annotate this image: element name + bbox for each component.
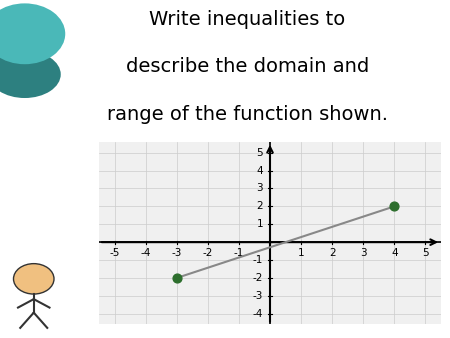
Text: -1: -1 [234,248,244,258]
Text: 3: 3 [256,184,263,193]
Ellipse shape [0,51,61,98]
Point [391,204,398,209]
Text: Write inequalities to: Write inequalities to [149,10,346,29]
Text: 2: 2 [256,201,263,211]
Text: 5: 5 [422,248,429,258]
Text: -2: -2 [202,248,213,258]
Text: 1: 1 [256,219,263,229]
Text: 5: 5 [256,148,263,158]
Text: -3: -3 [171,248,182,258]
Text: -4: -4 [253,309,263,319]
Text: range of the function shown.: range of the function shown. [107,105,388,124]
Text: 3: 3 [360,248,367,258]
Circle shape [14,264,54,294]
Ellipse shape [0,3,65,64]
Text: -5: -5 [109,248,120,258]
Text: -3: -3 [253,291,263,301]
Text: -1: -1 [253,255,263,265]
Text: describe the domain and: describe the domain and [126,57,369,76]
Text: 4: 4 [256,166,263,175]
Text: -4: -4 [140,248,151,258]
Text: 1: 1 [298,248,304,258]
Text: 4: 4 [391,248,398,258]
Text: 2: 2 [329,248,336,258]
Text: -2: -2 [253,273,263,283]
Point [173,275,180,281]
